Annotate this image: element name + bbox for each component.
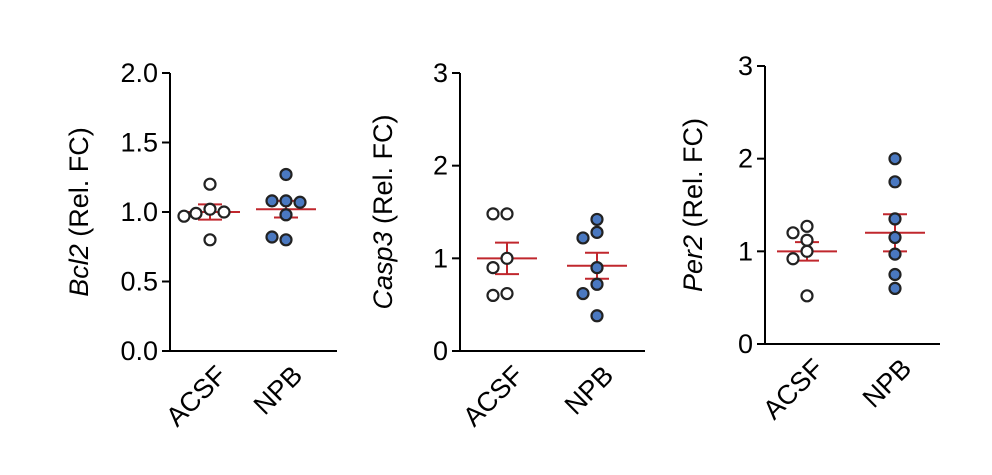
data-point-npb <box>590 309 604 323</box>
y-tick-label: 3 <box>433 58 448 88</box>
y-tick-label: 0.5 <box>120 267 158 297</box>
data-point-npb <box>590 261 604 275</box>
y-tick-label: 0 <box>433 336 448 366</box>
x-category-label: NPB <box>248 360 308 420</box>
y-axis-title-unit: (Rel. FC) <box>64 127 94 244</box>
data-point-acsf <box>500 207 514 221</box>
data-point-acsf <box>800 244 814 258</box>
data-point-npb <box>590 212 604 227</box>
data-point-acsf <box>486 288 500 302</box>
data-point-npb <box>279 233 293 247</box>
y-tick-label: 1.0 <box>120 197 158 227</box>
y-axis-title: Per2 (Rel. FC) <box>678 118 708 292</box>
chart-panel-casp3: 0 1 2 3 Casp3 (Rel. FC) ACSF NPB <box>368 58 645 432</box>
x-category-label: NPB <box>857 353 917 413</box>
data-point-acsf <box>800 289 814 303</box>
data-point-acsf <box>486 261 500 275</box>
y-tick-label: 3 <box>738 51 753 81</box>
data-point-npb <box>576 231 590 245</box>
y-tick-label: 2 <box>738 144 753 174</box>
chart-panel-bcl2: 0.0 0.5 1.0 1.5 2.0 Bcl2 (Rel. FC) ACSF NPB <box>64 58 337 432</box>
data-point-acsf <box>203 202 217 216</box>
data-point-acsf <box>786 252 800 266</box>
y-tick-label: 0.0 <box>120 336 158 366</box>
y-tick-label: 2.0 <box>120 58 158 88</box>
data-point-npb <box>265 194 279 208</box>
y-axis-title: Bcl2 (Rel. FC) <box>64 127 94 297</box>
y-axis-title-unit: (Rel. FC) <box>368 114 398 231</box>
y-axis-title-gene: Casp3 <box>368 231 398 309</box>
data-point-npb <box>279 208 293 222</box>
y-tick-label: 1 <box>433 243 448 273</box>
data-point-npb <box>888 152 902 166</box>
x-category-label: ACSF <box>757 353 829 425</box>
y-tick-label: 0 <box>738 329 753 359</box>
data-point-acsf <box>800 219 814 233</box>
x-category-label: ACSF <box>160 360 232 432</box>
y-axis-title-gene: Per2 <box>678 235 708 292</box>
x-category-label: NPB <box>559 360 619 420</box>
y-axis-title-unit: (Rel. FC) <box>678 118 708 235</box>
data-point-acsf <box>500 286 514 301</box>
data-point-acsf <box>217 205 231 219</box>
y-tick-label: 2 <box>433 151 448 181</box>
data-point-acsf <box>500 251 514 265</box>
data-point-npb <box>888 267 902 282</box>
data-point-npb <box>888 281 902 295</box>
data-point-acsf <box>203 177 217 191</box>
data-point-acsf <box>177 209 191 223</box>
data-point-npb <box>576 286 590 301</box>
data-point-npb <box>279 194 293 208</box>
data-point-npb <box>265 230 279 244</box>
y-tick-label: 1 <box>738 236 753 266</box>
data-point-acsf <box>203 233 217 247</box>
x-category-label: ACSF <box>457 360 529 432</box>
data-point-npb <box>888 247 902 261</box>
data-point-acsf <box>786 226 800 240</box>
data-point-npb <box>888 212 902 226</box>
y-axis-title: Casp3 (Rel. FC) <box>368 114 398 309</box>
data-point-npb <box>888 230 902 245</box>
chart-panel-per2: 0 1 2 3 Per2 (Rel. FC) ACSF NPB <box>678 51 940 425</box>
data-point-acsf <box>189 206 203 220</box>
data-point-npb <box>590 225 604 239</box>
data-point-npb <box>279 167 293 182</box>
data-point-npb <box>293 195 307 209</box>
y-axis-title-gene: Bcl2 <box>64 244 94 297</box>
data-point-npb <box>888 175 902 189</box>
data-point-acsf <box>800 233 814 247</box>
data-point-acsf <box>486 207 500 221</box>
y-tick-label: 1.5 <box>120 128 158 158</box>
data-point-npb <box>590 277 604 291</box>
